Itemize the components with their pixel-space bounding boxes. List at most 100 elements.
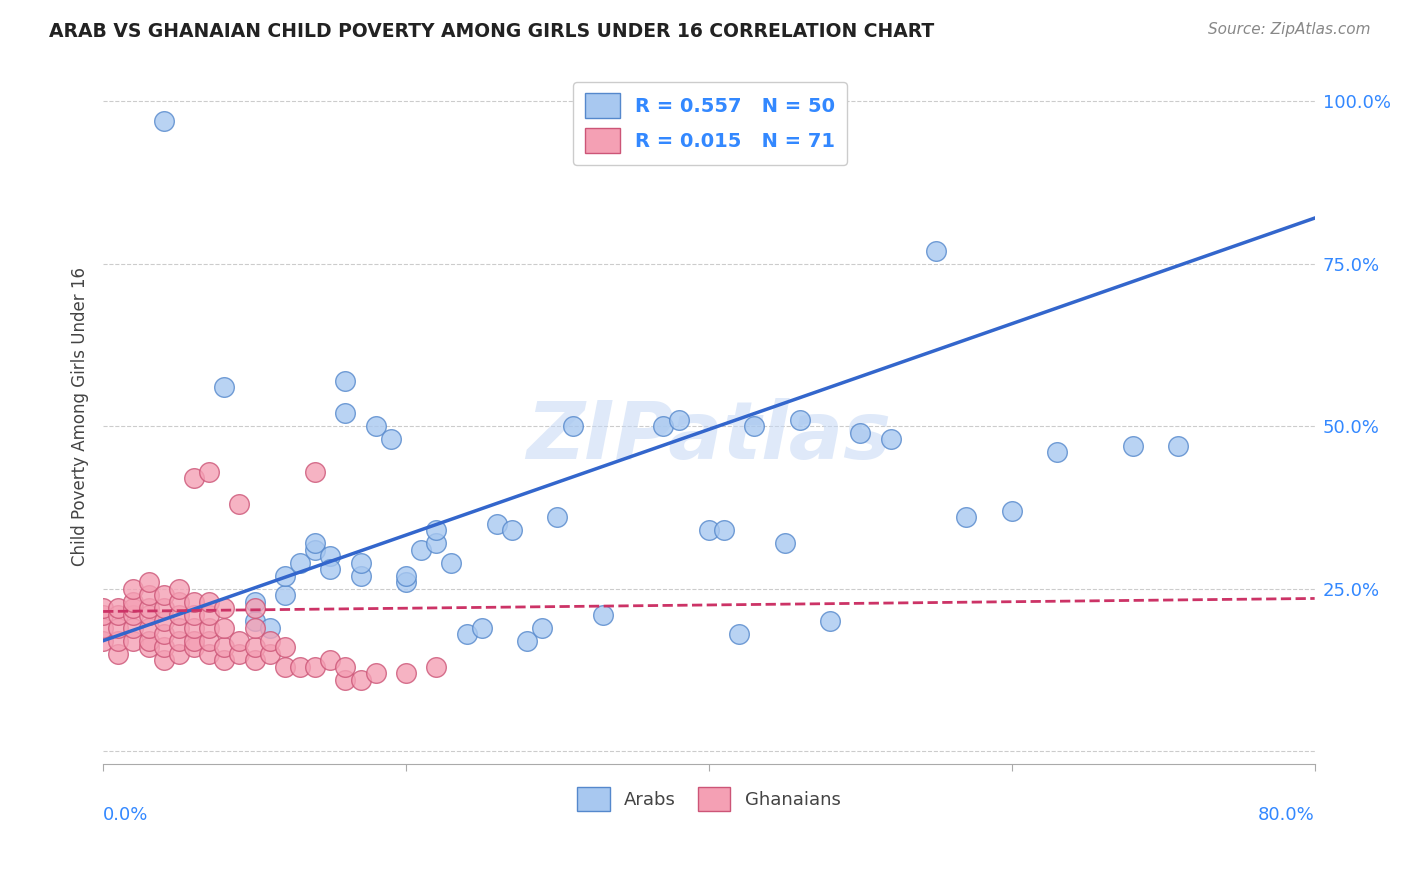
Text: ARAB VS GHANAIAN CHILD POVERTY AMONG GIRLS UNDER 16 CORRELATION CHART: ARAB VS GHANAIAN CHILD POVERTY AMONG GIR… bbox=[49, 22, 935, 41]
Point bbox=[335, 374, 357, 388]
Point bbox=[152, 588, 174, 602]
Point bbox=[485, 516, 508, 531]
Point bbox=[138, 575, 160, 590]
Point bbox=[440, 556, 463, 570]
Point bbox=[925, 244, 948, 258]
Point bbox=[364, 419, 387, 434]
Point bbox=[744, 419, 766, 434]
Point bbox=[138, 633, 160, 648]
Point bbox=[214, 640, 236, 655]
Point bbox=[319, 549, 342, 564]
Point bbox=[713, 523, 735, 537]
Point bbox=[364, 666, 387, 681]
Point bbox=[183, 595, 205, 609]
Point bbox=[274, 659, 297, 673]
Point bbox=[274, 640, 297, 655]
Point bbox=[167, 595, 190, 609]
Point bbox=[259, 633, 281, 648]
Point bbox=[471, 621, 494, 635]
Point bbox=[228, 647, 250, 661]
Point bbox=[122, 601, 145, 615]
Point bbox=[198, 595, 221, 609]
Point bbox=[214, 653, 236, 667]
Point bbox=[304, 659, 326, 673]
Point bbox=[152, 614, 174, 628]
Point bbox=[395, 666, 418, 681]
Point bbox=[138, 640, 160, 655]
Point bbox=[1122, 439, 1144, 453]
Point bbox=[668, 412, 690, 426]
Point bbox=[228, 633, 250, 648]
Point bbox=[152, 653, 174, 667]
Point bbox=[501, 523, 523, 537]
Point bbox=[592, 607, 614, 622]
Point bbox=[167, 582, 190, 596]
Point bbox=[546, 510, 568, 524]
Point bbox=[259, 621, 281, 635]
Point bbox=[243, 614, 266, 628]
Point bbox=[198, 607, 221, 622]
Point bbox=[304, 536, 326, 550]
Point bbox=[183, 640, 205, 655]
Text: 0.0%: 0.0% bbox=[103, 806, 149, 824]
Point bbox=[198, 621, 221, 635]
Point bbox=[167, 633, 190, 648]
Point bbox=[789, 412, 811, 426]
Point bbox=[138, 607, 160, 622]
Point bbox=[849, 425, 872, 440]
Point bbox=[773, 536, 796, 550]
Point bbox=[214, 621, 236, 635]
Point bbox=[1046, 445, 1069, 459]
Point bbox=[380, 432, 402, 446]
Point bbox=[138, 601, 160, 615]
Point bbox=[183, 607, 205, 622]
Point bbox=[243, 653, 266, 667]
Point bbox=[228, 497, 250, 511]
Point bbox=[728, 627, 751, 641]
Point bbox=[955, 510, 977, 524]
Y-axis label: Child Poverty Among Girls Under 16: Child Poverty Among Girls Under 16 bbox=[72, 267, 89, 566]
Point bbox=[411, 542, 433, 557]
Point bbox=[425, 523, 447, 537]
Point bbox=[274, 588, 297, 602]
Point bbox=[395, 568, 418, 582]
Point bbox=[243, 601, 266, 615]
Point bbox=[107, 607, 129, 622]
Point bbox=[122, 633, 145, 648]
Point bbox=[349, 556, 371, 570]
Point bbox=[198, 647, 221, 661]
Point bbox=[183, 471, 205, 485]
Point bbox=[122, 595, 145, 609]
Point bbox=[425, 659, 447, 673]
Point bbox=[152, 601, 174, 615]
Point bbox=[259, 647, 281, 661]
Point bbox=[288, 659, 311, 673]
Point bbox=[243, 621, 266, 635]
Point bbox=[697, 523, 720, 537]
Point bbox=[167, 621, 190, 635]
Point bbox=[304, 542, 326, 557]
Point bbox=[243, 640, 266, 655]
Point bbox=[652, 419, 675, 434]
Point bbox=[91, 607, 114, 622]
Point bbox=[167, 647, 190, 661]
Point bbox=[1001, 504, 1024, 518]
Point bbox=[198, 465, 221, 479]
Point bbox=[335, 406, 357, 420]
Point bbox=[516, 633, 538, 648]
Point bbox=[107, 601, 129, 615]
Text: ZIPatlas: ZIPatlas bbox=[526, 398, 891, 476]
Point bbox=[335, 673, 357, 687]
Point bbox=[167, 607, 190, 622]
Point bbox=[91, 621, 114, 635]
Point bbox=[122, 607, 145, 622]
Point bbox=[879, 432, 901, 446]
Point bbox=[243, 595, 266, 609]
Point bbox=[319, 653, 342, 667]
Point bbox=[274, 568, 297, 582]
Point bbox=[152, 113, 174, 128]
Point bbox=[122, 621, 145, 635]
Point bbox=[349, 568, 371, 582]
Point bbox=[91, 633, 114, 648]
Point bbox=[198, 633, 221, 648]
